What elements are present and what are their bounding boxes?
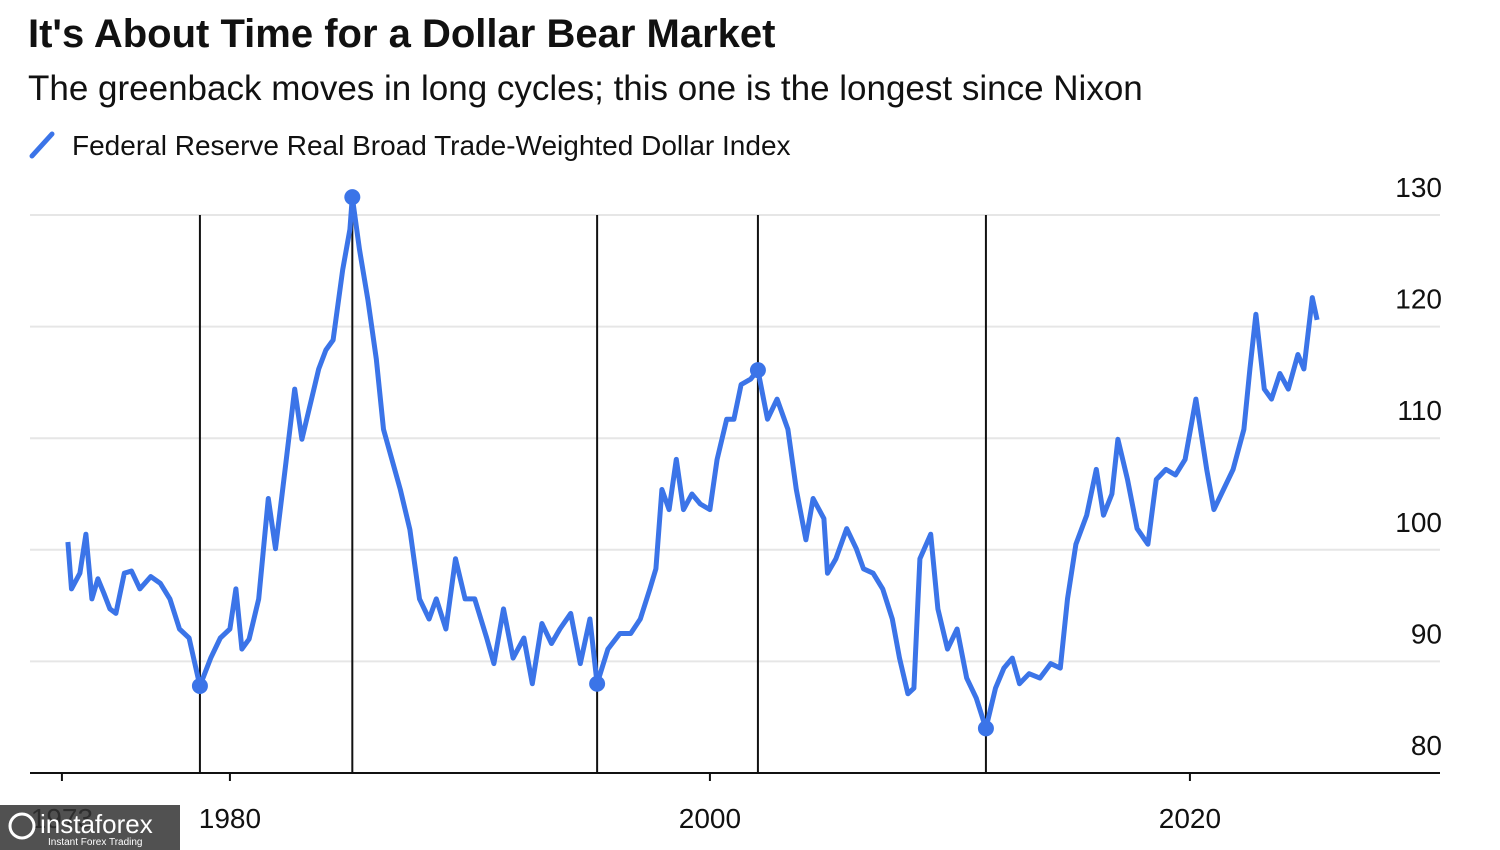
- turning-point: [977, 720, 994, 737]
- turning-point: [589, 675, 606, 692]
- turning-point: [191, 677, 208, 694]
- x-tick-label: 1980: [199, 803, 261, 834]
- legend-label: Federal Reserve Real Broad Trade-Weighte…: [72, 130, 791, 161]
- plot-area: Federal Reserve Real Broad Trade-Weighte…: [29, 130, 1442, 834]
- y-tick-label: 80: [1411, 730, 1442, 761]
- data-line: [65, 194, 1320, 731]
- y-tick-label: 90: [1411, 618, 1442, 649]
- watermark-brand: instaforex: [40, 809, 153, 839]
- y-tick-label: 100: [1395, 507, 1442, 538]
- watermark-box: [0, 805, 180, 850]
- watermark-tagline: Instant Forex Trading: [48, 837, 143, 848]
- x-tick-label: 2020: [1159, 803, 1221, 834]
- y-tick-label: 110: [1397, 395, 1442, 426]
- turning-point: [344, 189, 361, 206]
- turning-point: [749, 362, 766, 379]
- y-tick-label: 130: [1395, 172, 1442, 203]
- chart-title: It's About Time for a Dollar Bear Market: [28, 12, 775, 56]
- chart-subtitle: The greenback moves in long cycles; this…: [28, 69, 1143, 108]
- watermark-logo: [8, 812, 36, 840]
- legend-swatch: [29, 131, 55, 159]
- x-tick-label: 2000: [679, 803, 741, 834]
- y-tick-label: 120: [1395, 284, 1442, 315]
